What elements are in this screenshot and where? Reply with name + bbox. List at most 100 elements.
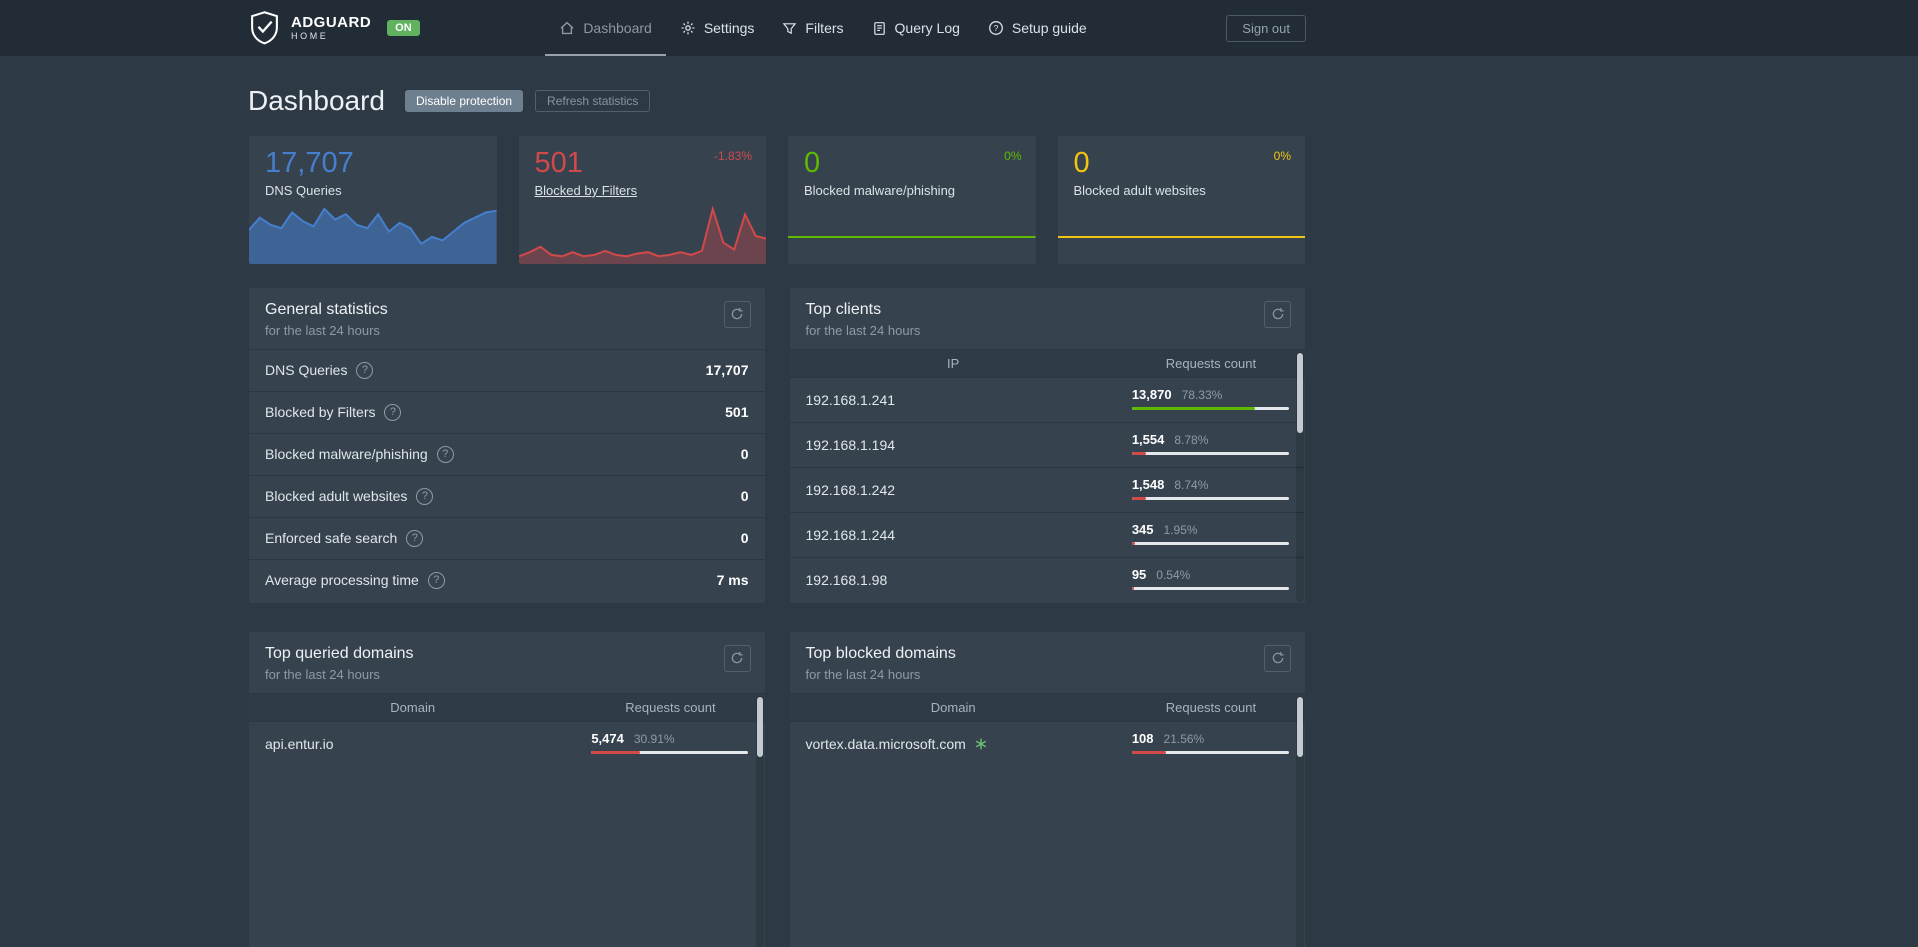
request-percent: 0.54% [1156,568,1191,583]
request-percent: 1.95% [1163,523,1198,538]
stat-value: 0 [804,146,821,179]
dns-queries-sparkline [249,207,497,264]
client-ip[interactable]: 192.168.1.194 [805,436,896,453]
request-count: 5,474 [591,731,624,747]
domain-name[interactable]: vortex.data.microsoft.com [805,735,966,752]
stat-value: 501 [534,146,583,179]
request-count: 345 [1131,522,1154,538]
page-header: Dashboard Disable protection Refresh sta… [248,84,1306,118]
stat-cards-row: 17,707 DNS Queries 501 -1.83% Blocked by… [248,134,1306,265]
stat-row-processing-time: Average processing time? 7 ms [249,558,765,601]
domain-name[interactable]: api.entur.io [265,735,334,752]
blocked-malware-sparkline [788,235,1036,238]
main-nav: Dashboard Settings Filters Query Log [420,0,1227,56]
client-ip[interactable]: 192.168.1.241 [805,391,896,408]
column-header-requests: Requests count [1165,699,1257,715]
refresh-icon [1271,651,1285,665]
dashboard-page: Dashboard Disable protection Refresh sta… [248,56,1306,947]
table-header: IP Requests count [789,348,1305,377]
nav-label: Filters [805,20,844,36]
refresh-statistics-button[interactable]: Refresh statistics [535,89,651,112]
stat-label: Blocked adult websites [1073,182,1206,198]
refresh-icon [730,307,744,321]
stat-row-label: DNS Queries [265,362,348,379]
column-header-domain: Domain [930,699,976,715]
adguard-shield-icon [248,10,281,47]
client-ip[interactable]: 192.168.1.242 [805,481,896,498]
question-circle-icon: ? [988,20,1004,36]
sign-out-button[interactable]: Sign out [1226,14,1306,42]
stat-delta: -1.83% [713,148,752,163]
help-icon[interactable]: ? [436,445,454,463]
request-percent: 30.91% [633,732,675,747]
stat-row-value: 501 [725,404,749,421]
top-queried-domains-card: Top queried domains for the last 24 hour… [248,630,766,947]
nav-item-settings[interactable]: Settings [666,0,769,56]
stat-row-safe-search: Enforced safe search? 0 [249,516,765,559]
stat-label: Blocked malware/phishing [804,182,956,198]
help-icon[interactable]: ? [416,487,434,505]
help-icon[interactable]: ? [384,403,402,421]
stat-card-blocked-by-filters: 501 -1.83% Blocked by Filters [517,134,767,265]
column-header-requests: Requests count [625,699,716,715]
brand-logo[interactable]: ADGUARD HOME ON [248,10,420,47]
help-icon[interactable]: ? [356,361,374,379]
stat-card-dns-queries: 17,707 DNS Queries [248,134,498,265]
nav-item-setup-guide[interactable]: ? Setup guide [974,0,1101,56]
refresh-card-button[interactable] [1264,300,1291,328]
stat-label-link[interactable]: Blocked by Filters [534,182,638,198]
request-count: 1,548 [1131,477,1165,493]
stat-card-blocked-adult: 0 0% Blocked adult websites [1056,134,1306,265]
client-row: 192.168.1.98 95 0.54% [789,556,1305,602]
column-header-requests: Requests count [1165,355,1257,371]
brand-name: ADGUARD [291,13,372,31]
page-title: Dashboard [248,85,385,116]
nav-label: Setup guide [1011,20,1087,36]
known-tracker-icon[interactable] [974,737,988,751]
stat-row-value: 0 [740,530,749,547]
progress-bar [591,751,749,755]
stat-row-blocked-filters: Blocked by Filters? 501 [249,390,765,433]
nav-label: Dashboard [583,20,652,36]
card-title: Top queried domains [265,644,414,662]
help-icon[interactable]: ? [427,571,445,589]
nav-item-filters[interactable]: Filters [768,0,857,56]
scrollbar-thumb[interactable] [756,696,763,757]
refresh-card-button[interactable] [1264,644,1291,672]
progress-bar [1131,452,1289,456]
stat-value: 0 [1073,146,1090,179]
refresh-icon [1271,307,1285,321]
gear-icon [680,20,696,36]
stat-row-blocked-malware: Blocked malware/phishing? 0 [249,432,765,475]
progress-bar [1131,751,1289,755]
stat-row-value: 7 ms [716,572,749,589]
progress-bar [1131,497,1289,501]
stat-value: 17,707 [265,146,354,179]
progress-bar [1131,587,1289,591]
stat-row-value: 0 [740,488,749,505]
svg-text:?: ? [994,23,999,33]
request-percent: 78.33% [1181,388,1223,403]
client-ip[interactable]: 192.168.1.244 [805,526,896,543]
scrollbar[interactable] [1296,695,1304,947]
refresh-card-button[interactable] [723,644,751,672]
card-title: General statistics [265,300,388,318]
nav-item-query-log[interactable]: Query Log [858,0,974,56]
refresh-card-button[interactable] [723,300,751,328]
stat-row-value: 0 [740,446,749,463]
scrollbar[interactable] [1296,351,1304,602]
scrollbar[interactable] [755,695,764,947]
help-icon[interactable]: ? [406,529,424,547]
client-ip[interactable]: 192.168.1.98 [805,571,888,588]
scrollbar-thumb[interactable] [1297,352,1303,433]
stat-delta: 0% [1004,148,1022,163]
request-percent: 8.74% [1174,478,1209,493]
disable-protection-button[interactable]: Disable protection [404,89,524,112]
top-blocked-domains-card: Top blocked domains for the last 24 hour… [788,630,1306,947]
nav-item-dashboard[interactable]: Dashboard [545,0,666,56]
scrollbar-thumb[interactable] [1297,696,1303,757]
table-header: Domain Requests count [789,692,1305,721]
request-count: 95 [1131,567,1147,583]
query-log-document-icon [872,21,887,36]
card-subtitle: for the last 24 hours [265,666,380,682]
